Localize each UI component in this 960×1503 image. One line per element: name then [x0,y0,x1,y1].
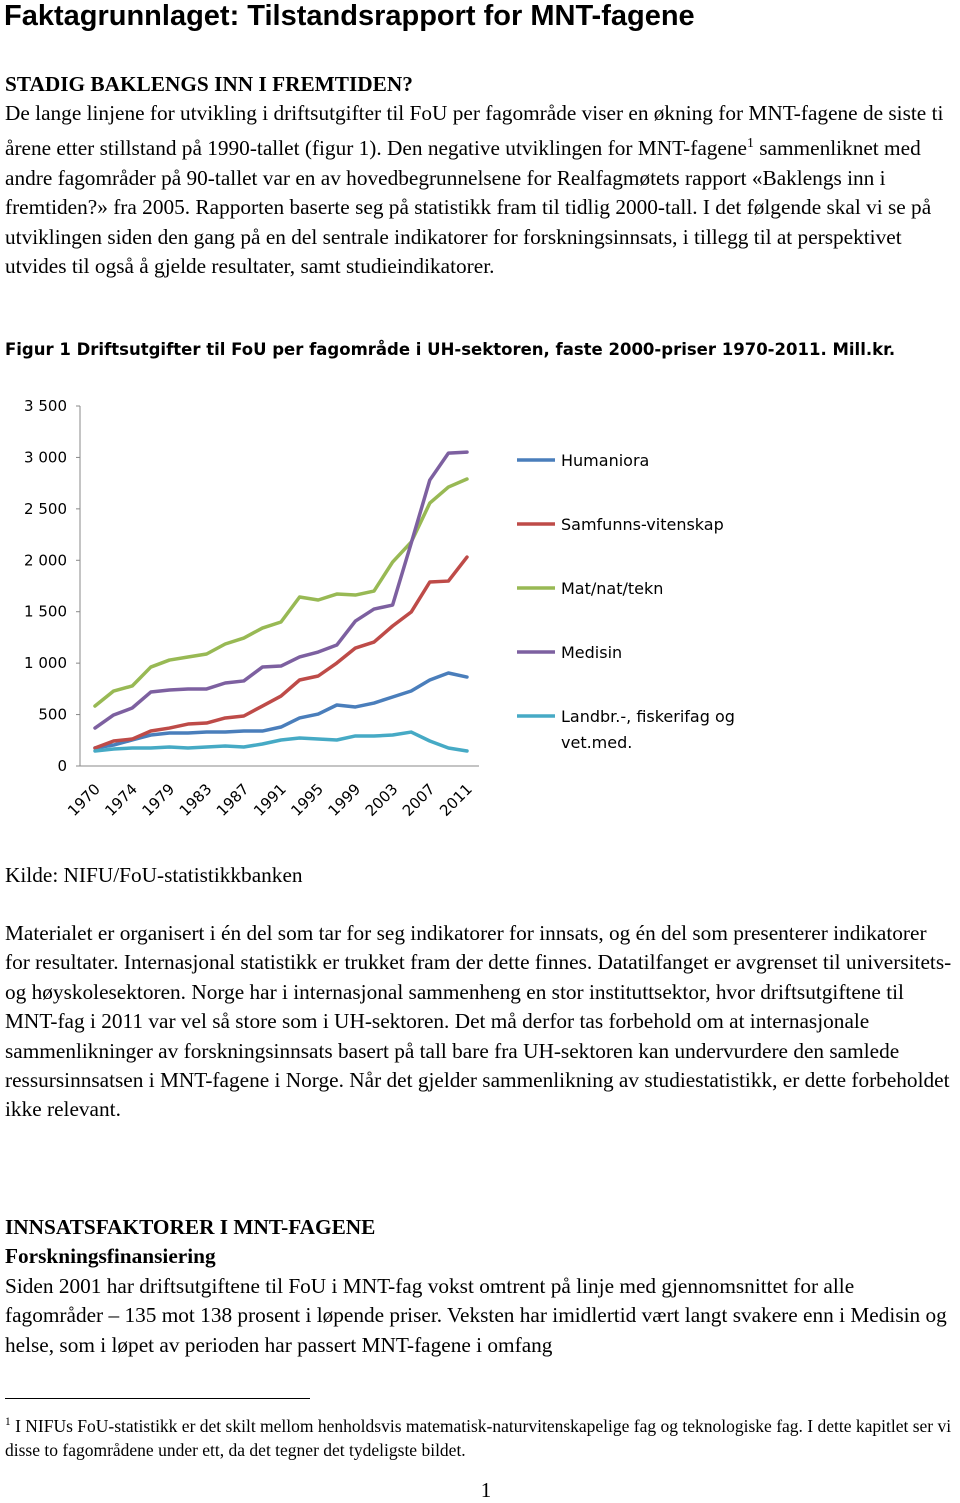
page-title: Faktagrunnlaget: Tilstandsrapport for MN… [4,0,695,32]
x-tick-label: 1995 [287,780,327,820]
series-line [93,477,469,708]
paragraph: De lange linjene for utvikling i driftsu… [5,99,955,282]
paragraph-text: De lange linjene for utvikling i driftsu… [5,101,944,161]
page-number: 1 [480,1478,492,1502]
series-line [93,450,469,730]
x-tick-label: 2011 [436,780,476,820]
y-tick-label: 2 000 [24,551,67,569]
legend-label: Humaniora [561,451,650,470]
y-tick-label: 0 [57,757,67,775]
section-heading: STADIG BAKLENGS INN I FREMTIDEN? [5,72,413,96]
x-tick-label: 1999 [324,780,364,820]
x-tick-label: 1970 [64,780,104,820]
legend-label: Medisin [561,643,623,662]
x-tick-label: 1991 [250,780,290,820]
footnote-ref: 1 [747,135,754,151]
footnote-rule [5,1398,310,1399]
paragraph-text: sammenliknet med andre fagområder på 90-… [5,136,932,279]
y-tick-label: 500 [38,706,67,724]
y-tick-label: 3 500 [24,397,67,415]
footnote: 1 I NIFUs FoU-statistikk er det skilt me… [5,1410,955,1462]
legend-label: Mat/nat/tekn [561,579,664,598]
legend-label: Samfunns-vitenskap [561,515,724,534]
series-line [93,555,469,750]
x-tick-label: 1974 [101,780,141,820]
footnote-text: I NIFUs FoU-statistikk er det skilt mell… [5,1415,952,1460]
x-tick-label: 2007 [399,780,439,820]
x-tick-label: 2003 [362,780,402,820]
figure-caption: Figur 1 Driftsutgifter til FoU per fagom… [5,340,896,359]
x-tick-label: 1987 [213,780,253,820]
y-tick-label: 2 500 [24,500,67,518]
paragraph: Materialet er organisert i én del som ta… [5,921,952,1122]
y-tick-label: 1 000 [24,654,67,672]
y-tick-label: 1 500 [24,603,67,621]
series-line [93,671,469,750]
subheading: Forskningsfinansiering [5,1244,216,1268]
y-tick-label: 3 000 [24,448,67,466]
footnote-number: 1 [5,1416,11,1428]
series-line [93,730,469,753]
legend-label: Landbr.-, fiskerifag og vet.med. [561,707,735,752]
paragraph: Siden 2001 har driftsutgiftene til FoU i… [5,1274,947,1357]
figure-source: Kilde: NIFU/FoU-statistikkbanken [5,863,303,887]
x-tick-label: 1979 [138,780,178,820]
x-tick-label: 1983 [176,780,216,820]
section-heading: INNSATSFAKTORER I MNT-FAGENE [5,1215,376,1239]
